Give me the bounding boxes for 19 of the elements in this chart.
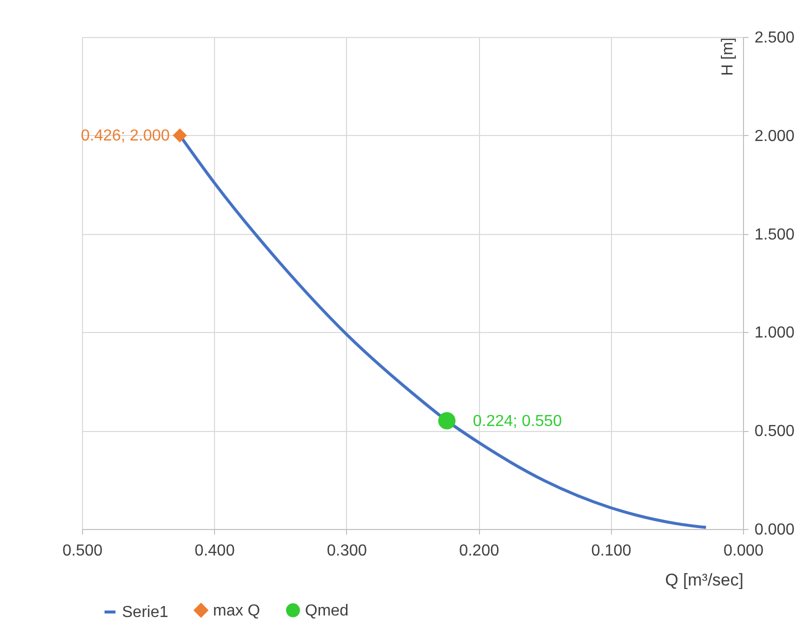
x-tick-label: 0.300 (326, 542, 368, 560)
x-tick-label: 0.200 (459, 542, 500, 560)
y-axis-title: H [m] (720, 38, 736, 76)
x-tick-label: 0.100 (591, 542, 632, 560)
data-label: 0.224; 0.550 (472, 412, 562, 430)
y-tick-label: 0.500 (754, 423, 795, 440)
x-tick-label: 0.500 (62, 542, 103, 560)
legend-label: max Q (213, 602, 260, 620)
x-tick-label: 0.400 (194, 542, 235, 560)
data-label: 0.426; 2.000 (80, 127, 170, 144)
legend-label: Serie1 (122, 604, 168, 621)
y-tick-label: 1.500 (754, 226, 795, 244)
y-tick-label: 1.000 (754, 324, 795, 342)
y-tick-label: 2.500 (754, 30, 795, 46)
legend-label: Qmed (305, 602, 349, 620)
y-tick-label: 0.000 (754, 522, 795, 538)
x-axis-title: Q [m³/sec] (665, 570, 744, 590)
x-tick-label: 0.000 (723, 542, 764, 560)
y-tick-label: 2.000 (754, 128, 795, 145)
